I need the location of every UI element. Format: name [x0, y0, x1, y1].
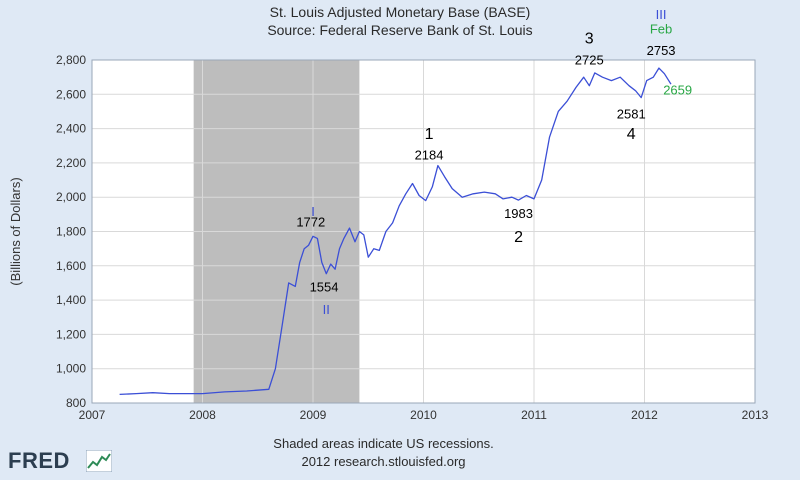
- x-tick-label: 2007: [79, 408, 106, 422]
- annotation-label: I: [311, 204, 315, 219]
- y-tick-label: 1,200: [56, 327, 86, 341]
- footer-note: 2012 research.stlouisfed.org: [301, 454, 465, 469]
- y-tick-label: 2,200: [56, 156, 86, 170]
- y-tick-label: 2,800: [56, 53, 86, 67]
- annotation-label: 4: [627, 126, 636, 143]
- y-tick-label: 1,000: [56, 362, 86, 376]
- annotation-label: III: [656, 7, 667, 22]
- y-axis-label: (Billions of Dollars): [8, 177, 23, 285]
- y-tick-label: 2,000: [56, 190, 86, 204]
- chart-title: St. Louis Adjusted Monetary Base (BASE): [269, 4, 531, 20]
- annotation-label: II: [323, 302, 330, 317]
- series-line: [119, 67, 672, 396]
- footer-note: Shaded areas indicate US recessions.: [273, 436, 493, 451]
- annotation-label: 1772: [296, 215, 325, 230]
- annotation-label: 2753: [647, 43, 676, 58]
- annotation-label: 2659: [663, 82, 692, 97]
- annotation-label: 1983: [504, 206, 533, 221]
- annotation-label: 3: [585, 31, 594, 48]
- annotation-label: 1: [425, 126, 434, 143]
- x-tick-label: 2011: [521, 408, 547, 422]
- x-tick-label: 2013: [742, 408, 769, 422]
- y-tick-label: 1,400: [56, 293, 86, 307]
- y-tick-label: 2,600: [56, 87, 86, 101]
- x-tick-label: 2008: [189, 408, 216, 422]
- y-tick-label: 800: [66, 396, 86, 410]
- annotation-label: 2: [514, 229, 523, 246]
- x-tick-label: 2009: [300, 408, 327, 422]
- fred-logo-graph-icon: [86, 450, 112, 472]
- annotation-label: 1554: [310, 280, 339, 295]
- x-tick-label: 2012: [631, 408, 658, 422]
- x-tick-label: 2010: [410, 408, 437, 422]
- fred-logo: FRED: [8, 448, 70, 473]
- plot-border: [91, 59, 756, 404]
- chart-subtitle: Source: Federal Reserve Bank of St. Loui…: [267, 22, 533, 38]
- y-tick-label: 1,600: [56, 259, 86, 273]
- annotation-label: 2581: [617, 106, 646, 121]
- annotation-label: Feb: [650, 21, 672, 36]
- annotation-label: 2725: [575, 52, 604, 67]
- annotation-label: 2184: [415, 147, 444, 162]
- y-tick-label: 2,400: [56, 122, 86, 136]
- y-tick-label: 1,800: [56, 225, 86, 239]
